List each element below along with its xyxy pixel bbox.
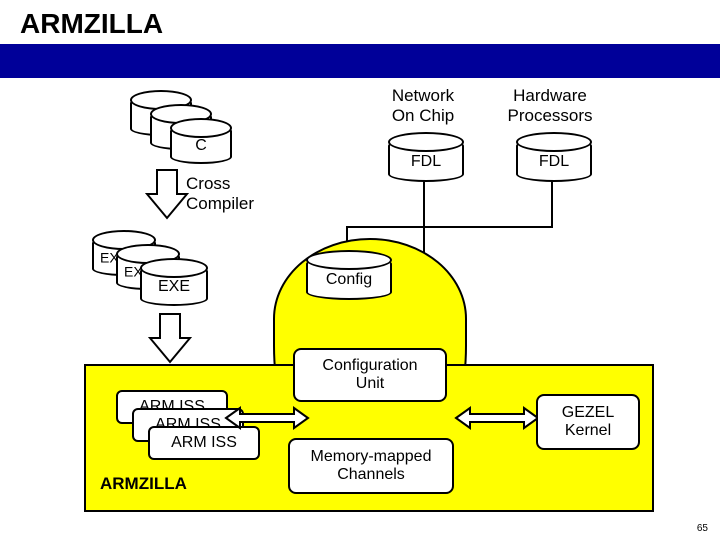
cyl-c-3: C — [170, 124, 232, 164]
double-arrow-2 — [452, 404, 542, 432]
cyl-exe-3: EXE — [140, 264, 208, 306]
cyl-c-label: C — [172, 137, 230, 155]
box-config-unit: Configuration Unit — [293, 348, 447, 402]
blue-bar — [0, 44, 720, 78]
page-title: ARMZILLA — [20, 8, 700, 40]
cyl-fdl1-label: FDL — [390, 153, 462, 171]
label-armzilla: ARMZILLA — [100, 474, 187, 494]
diagram-canvas: Network On Chip Hardware Processors C FD… — [0, 78, 720, 538]
cyl-fdl-2: FDL — [516, 138, 592, 182]
line-horiz — [346, 226, 553, 228]
cyl-config-lbl: Config — [308, 271, 390, 289]
page-number: 65 — [697, 523, 708, 534]
line-fdl1 — [423, 180, 425, 258]
cyl-exe3-lbl: EXE — [142, 278, 206, 296]
cyl-fdl2-label: FDL — [518, 153, 590, 171]
label-cross-compiler: Cross Compiler — [186, 174, 286, 213]
label-network: Network On Chip — [368, 86, 478, 125]
arrow-exe-down — [148, 312, 192, 366]
cyl-fdl-1: FDL — [388, 138, 464, 182]
box-gezel: GEZEL Kernel — [536, 394, 640, 450]
arrow-cross-compiler — [145, 168, 189, 222]
label-hardware: Hardware Processors — [490, 86, 610, 125]
box-mem-channels: Memory-mapped Channels — [288, 438, 454, 494]
double-arrow-1 — [222, 404, 312, 432]
cyl-config: Config — [306, 256, 392, 300]
line-fdl2 — [551, 180, 553, 228]
title-bar: ARMZILLA — [0, 0, 720, 44]
